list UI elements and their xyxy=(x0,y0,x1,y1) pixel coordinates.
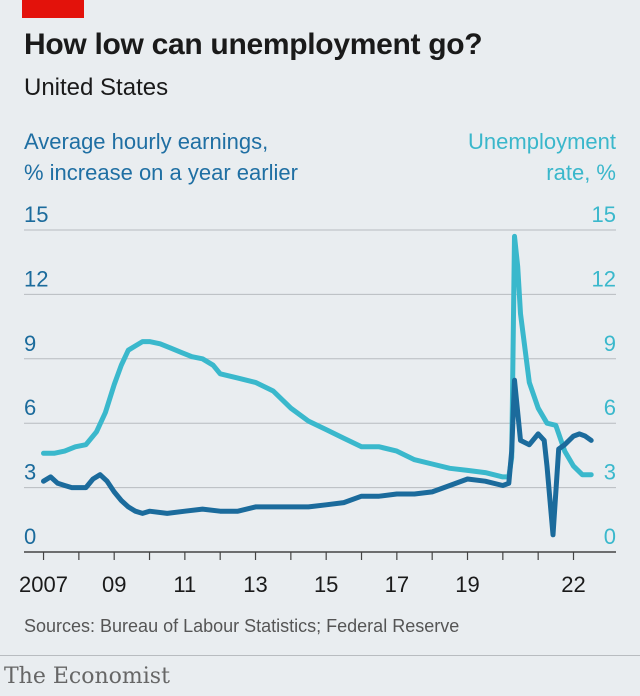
left-axis-label-line-2: % increase on a year earlier xyxy=(24,160,298,185)
source-note: Sources: Bureau of Labour Statistics; Fe… xyxy=(24,616,460,636)
earnings-series-line xyxy=(41,377,594,538)
right-axis-label: Unemployment rate, % xyxy=(468,126,616,188)
x-tick-label: 13 xyxy=(243,572,267,597)
x-tick-label: 15 xyxy=(314,572,338,597)
right-tick-label: 0 xyxy=(604,524,616,549)
footer-divider xyxy=(0,655,640,656)
chart-title: How low can unemployment go? xyxy=(24,28,483,61)
x-tick-label: 19 xyxy=(455,572,479,597)
right-axis-label-line-1: Unemployment xyxy=(468,129,616,154)
left-tick-label: 6 xyxy=(24,395,36,420)
x-tick-label: 17 xyxy=(385,572,409,597)
brand-logo: The Economist xyxy=(4,664,170,689)
x-tick-label: 11 xyxy=(173,572,196,597)
x-tick-label: 09 xyxy=(102,572,126,597)
right-tick-label: 3 xyxy=(604,460,616,485)
right-axis-label-line-2: rate, % xyxy=(546,160,616,185)
left-tick-label: 0 xyxy=(24,524,36,549)
right-tick-label: 9 xyxy=(604,331,616,356)
right-tick-label: 15 xyxy=(592,202,616,227)
left-axis-label-line-1: Average hourly earnings, xyxy=(24,129,269,154)
left-tick-label: 15 xyxy=(24,202,48,227)
left-tick-label: 9 xyxy=(24,331,36,356)
left-tick-label: 12 xyxy=(24,266,48,291)
right-tick-label: 12 xyxy=(592,266,616,291)
left-axis-label: Average hourly earnings, % increase on a… xyxy=(24,126,298,188)
chart-subtitle: United States xyxy=(24,74,169,101)
unemployment-series-line xyxy=(41,233,594,480)
left-tick-label: 3 xyxy=(24,460,36,485)
brand-red-tag xyxy=(22,0,84,18)
x-tick-label: 22 xyxy=(561,572,585,597)
right-tick-label: 6 xyxy=(604,395,616,420)
x-tick-label: 2007 xyxy=(19,572,68,597)
